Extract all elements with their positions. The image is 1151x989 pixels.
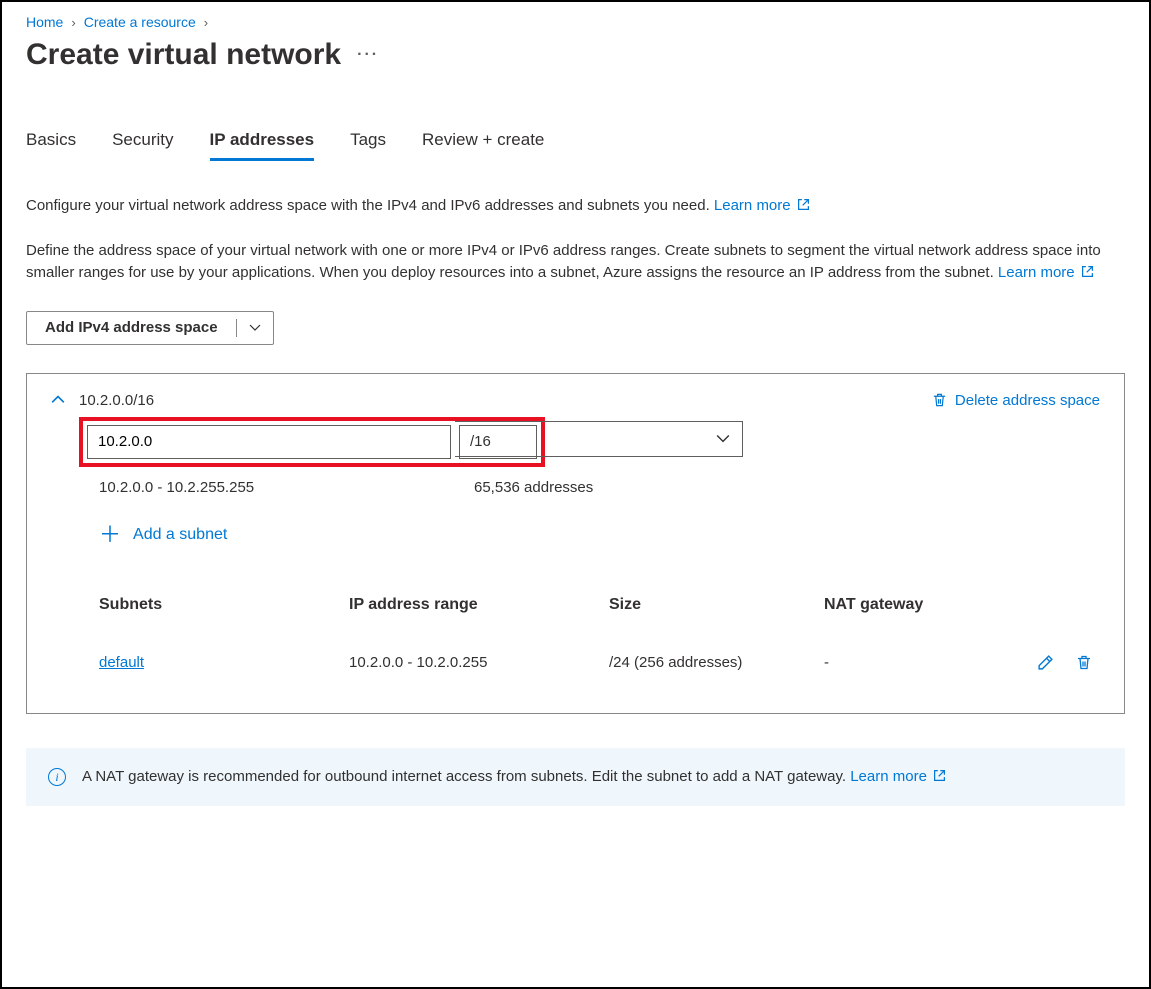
cidr-select[interactable] (455, 421, 743, 457)
address-space-ip-input[interactable] (87, 425, 451, 459)
collapse-toggle[interactable] (51, 393, 65, 407)
subnets-table: Subnets IP address range Size NAT gatewa… (99, 586, 1100, 689)
tab-tags[interactable]: Tags (350, 130, 386, 161)
trash-icon (932, 392, 947, 408)
info-text-container: A NAT gateway is recommended for outboun… (82, 766, 946, 789)
col-nat: NAT gateway (824, 586, 1010, 636)
learn-more-link-2[interactable]: Learn more (998, 264, 1094, 281)
info-learn-more-link[interactable]: Learn more (850, 768, 946, 785)
page-title-text: Create virtual network (26, 38, 341, 72)
breadcrumb: Home › Create a resource › (26, 14, 1125, 30)
tab-security[interactable]: Security (112, 130, 173, 161)
page-title: Create virtual network ··· (26, 38, 1125, 72)
intro-line1: Configure your virtual network address s… (26, 197, 710, 214)
external-link-icon (797, 198, 810, 211)
delete-subnet-button[interactable] (1076, 654, 1092, 671)
chevron-down-icon (249, 322, 261, 334)
chevron-right-icon: › (71, 15, 75, 30)
address-space-title: 10.2.0.0/16 (79, 392, 154, 409)
address-range-row: 10.2.0.0 - 10.2.255.255 65,536 addresses (99, 479, 1100, 496)
col-subnets: Subnets (99, 586, 349, 636)
delete-address-space-label: Delete address space (955, 392, 1100, 409)
address-range-text: 10.2.0.0 - 10.2.255.255 (99, 479, 474, 496)
external-link-icon (1081, 265, 1094, 278)
table-row: default 10.2.0.0 - 10.2.0.255 /24 (256 a… (99, 636, 1100, 689)
page-container: Home › Create a resource › Create virtua… (0, 0, 1151, 989)
chevron-up-icon (51, 393, 65, 407)
table-header-row: Subnets IP address range Size NAT gatewa… (99, 586, 1100, 636)
tab-ip-addresses[interactable]: IP addresses (210, 130, 315, 161)
tab-basics[interactable]: Basics (26, 130, 76, 161)
learn-more-label: Learn more (850, 768, 927, 785)
add-address-space-dropdown[interactable] (237, 322, 273, 334)
subnet-name-link[interactable]: default (99, 654, 144, 671)
intro-line2: Define the address space of your virtual… (26, 242, 1101, 282)
col-size: Size (609, 586, 824, 636)
add-subnet-label: Add a subnet (133, 526, 227, 544)
edit-subnet-button[interactable] (1037, 654, 1054, 671)
subnet-range: 10.2.0.0 - 10.2.0.255 (349, 636, 609, 689)
pencil-icon (1037, 654, 1054, 671)
info-text: A NAT gateway is recommended for outboun… (82, 768, 846, 785)
external-link-icon (933, 769, 946, 782)
add-subnet-button[interactable]: ＋ Add a subnet (99, 524, 1100, 546)
col-range: IP address range (349, 586, 609, 636)
learn-more-label: Learn more (714, 197, 791, 214)
tabs: Basics Security IP addresses Tags Review… (26, 130, 1125, 161)
plus-icon: ＋ (99, 524, 121, 546)
intro-text: Configure your virtual network address s… (26, 195, 1111, 285)
tab-review-create[interactable]: Review + create (422, 130, 544, 161)
info-callout: i A NAT gateway is recommended for outbo… (26, 748, 1125, 807)
breadcrumb-create-resource[interactable]: Create a resource (84, 14, 196, 30)
delete-address-space-button[interactable]: Delete address space (932, 392, 1100, 409)
address-space-card: 10.2.0.0/16 Delete address space /16 10.… (26, 373, 1125, 714)
add-address-space-button[interactable]: Add IPv4 address space (26, 311, 274, 345)
subnet-nat: - (824, 636, 1010, 689)
breadcrumb-home[interactable]: Home (26, 14, 63, 30)
learn-more-label: Learn more (998, 264, 1075, 281)
more-menu-icon[interactable]: ··· (357, 46, 379, 64)
subnet-size: /24 (256 addresses) (609, 636, 824, 689)
address-count-text: 65,536 addresses (474, 479, 593, 496)
address-space-header: 10.2.0.0/16 Delete address space (51, 392, 1100, 409)
chevron-down-icon (716, 432, 730, 446)
trash-icon (1076, 654, 1092, 671)
info-icon: i (48, 768, 66, 786)
chevron-right-icon: › (204, 15, 208, 30)
add-address-space-label: Add IPv4 address space (27, 319, 236, 336)
learn-more-link-1[interactable]: Learn more (714, 197, 810, 214)
